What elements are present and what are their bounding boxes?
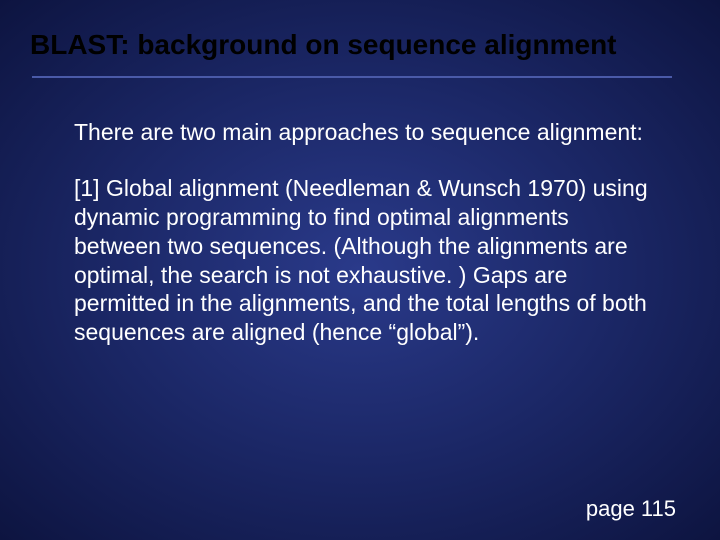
intro-paragraph: There are two main approaches to sequenc… (74, 118, 650, 147)
slide-body: There are two main approaches to sequenc… (30, 118, 690, 347)
item-1-paragraph: [1] Global alignment (Needleman & Wunsch… (74, 174, 650, 347)
slide: BLAST: background on sequence alignment … (0, 0, 720, 540)
slide-title: BLAST: background on sequence alignment (30, 28, 690, 62)
page-number: page 115 (586, 496, 676, 522)
title-underline (32, 76, 672, 78)
